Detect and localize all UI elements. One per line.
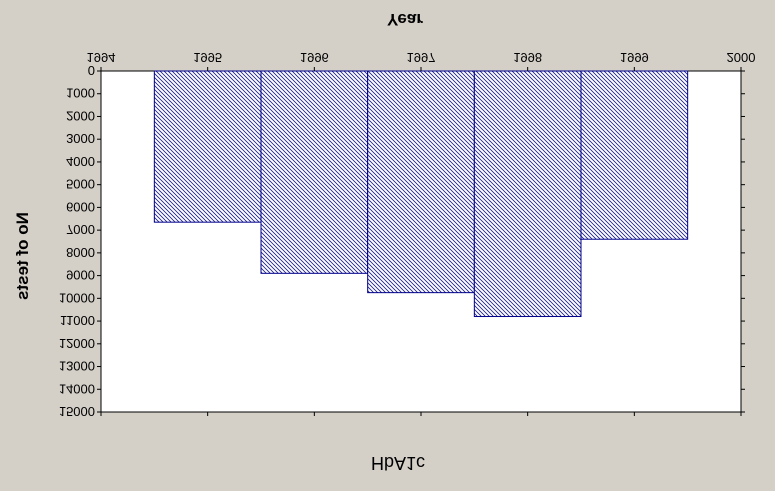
x-tick-label: 1997 (407, 50, 436, 65)
x-tick-label: 1996 (300, 50, 329, 65)
y-tick-label: 12000 (59, 336, 95, 351)
bar-1999 (580, 70, 689, 240)
y-axis: 0 1000 2000 3000 4000 5000 6000 7000 8000 9000 100… (59, 63, 745, 419)
x-tick-label: 1999 (620, 50, 649, 65)
y-tick-label: 2000 (66, 108, 95, 123)
chart-caption: HbA1c (371, 453, 425, 473)
y-tick-label: 5000 (66, 177, 95, 192)
y-tick-label: 9000 (66, 268, 95, 283)
x-tick-label: 1994 (87, 50, 116, 65)
x-tick-label: 1995 (193, 50, 222, 65)
bar-1995 (153, 70, 262, 223)
x-axis-title: Year (387, 10, 423, 29)
bar-1996 (260, 70, 369, 274)
y-tick-label: 11000 (60, 313, 95, 328)
x-tick-label: 1998 (513, 50, 542, 65)
bar-1998 (473, 70, 582, 318)
bars (153, 70, 689, 318)
y-tick-label: 0 (88, 63, 95, 78)
y-tick-label: 14000 (59, 381, 95, 396)
y-tick-label: 3000 (66, 131, 95, 146)
y-tick-label: 6000 (66, 199, 95, 214)
x-axis: 1994 1995 1996 1997 1998 1999 2000 (87, 50, 756, 416)
y-tick-label: 7000 (66, 222, 95, 237)
y-axis-title: No of tests (13, 212, 32, 300)
bar-1997 (367, 70, 475, 294)
y-tick-label: 4000 (66, 154, 95, 169)
y-tick-label: 1000 (66, 86, 95, 101)
y-tick-label: 15000 (59, 404, 95, 419)
y-tick-label: 13000 (59, 359, 95, 374)
x-tick-label: 2000 (727, 50, 756, 65)
y-tick-label: 8000 (66, 245, 95, 260)
y-tick-label: 10000 (59, 290, 95, 305)
